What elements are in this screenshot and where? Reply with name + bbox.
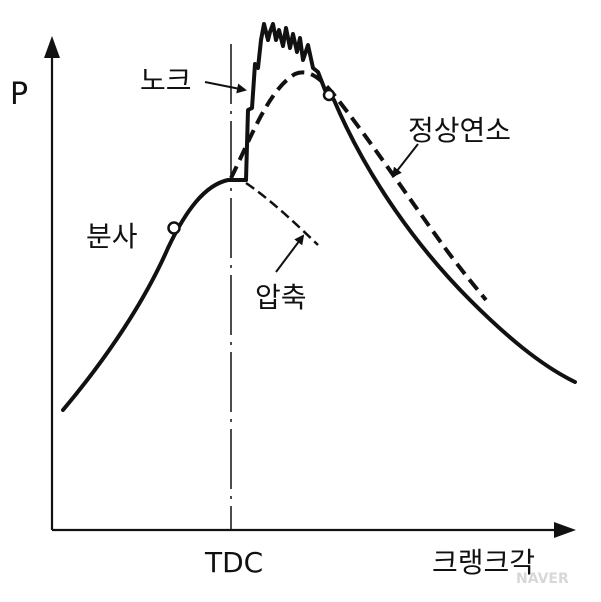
normal-combustion-label: 정상연소 [408,114,511,147]
knock-pressure-curve [244,22,577,384]
y-axis-label: P [10,77,28,112]
knock-label: 노크 [140,64,192,97]
x-axis-label: 크랭크각 [432,546,535,579]
normal-combustion-curve [229,70,488,302]
combustion-marker [322,88,336,102]
compression-label: 압축 [255,281,307,314]
injection-label: 분사 [86,220,138,253]
compression-curve [245,181,319,246]
watermark: NAVER [516,571,569,587]
tdc-label: TDC [204,546,263,579]
injection-marker [167,221,181,235]
y-axis-arrowhead [44,36,60,58]
compression-leader-arrow [275,234,305,273]
x-axis-arrowhead [554,522,576,538]
axes [44,36,576,538]
injection-pressure-curve [61,178,248,412]
knock-leader-arrow [204,81,247,94]
normal-combustion-leader-arrow [391,143,419,178]
